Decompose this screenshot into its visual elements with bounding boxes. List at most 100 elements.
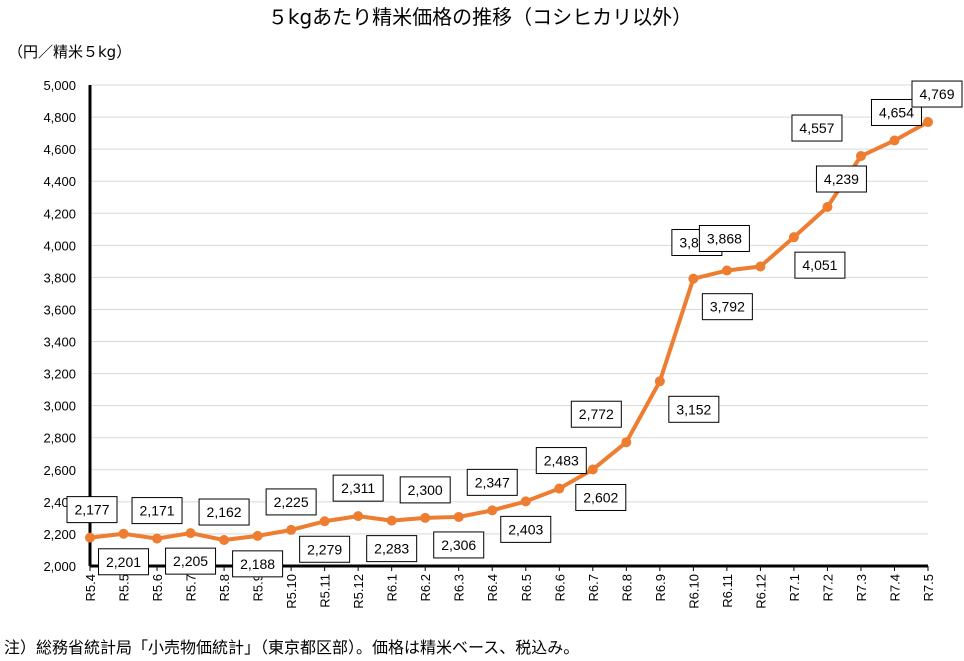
data-label: 2,205 <box>165 547 217 575</box>
y-tick-label: 3,600 <box>43 302 76 317</box>
data-label-text: 2,311 <box>341 480 375 496</box>
data-label-text: 2,602 <box>583 489 618 505</box>
data-label: 2,403 <box>500 515 552 543</box>
data-label-box <box>399 476 451 504</box>
data-label-text: 4,557 <box>799 120 834 136</box>
data-point <box>185 528 196 539</box>
data-label-box <box>535 447 587 475</box>
data-labels: 2,177 2,201 2,171 2,205 2,162 2,188 2,225 2,279… <box>66 80 963 578</box>
data-label-box <box>701 293 753 321</box>
y-tick-label: 2,600 <box>43 463 76 478</box>
data-label-text: 3,152 <box>676 401 711 417</box>
x-tick-label: R6.11 <box>720 574 735 608</box>
data-point <box>654 376 665 387</box>
data-label-text: 2,201 <box>106 554 141 570</box>
y-axis-label: （円／精米５kg） <box>8 43 131 61</box>
y-tick-label: 4,400 <box>43 174 76 189</box>
x-tick-label: R7.5 <box>921 574 936 601</box>
y-tick-label: 2,800 <box>43 431 76 446</box>
data-label: 2,171 <box>131 497 183 525</box>
data-label-text: 2,205 <box>173 553 208 569</box>
data-label-box <box>198 498 250 526</box>
data-label: 2,177 <box>66 496 118 524</box>
data-label-text: 2,483 <box>544 453 579 469</box>
data-point <box>822 202 833 213</box>
data-point <box>554 483 565 494</box>
data-point <box>252 530 263 541</box>
y-tick-label: 5,000 <box>43 78 76 93</box>
data-point <box>855 151 866 162</box>
data-point <box>923 117 933 128</box>
data-label-box <box>570 400 622 428</box>
y-tick-label: 3,000 <box>43 399 76 414</box>
data-label-text: 3,868 <box>707 230 742 246</box>
x-tick-label: R6.9 <box>653 574 668 601</box>
data-point <box>286 524 297 535</box>
x-tick-label: R5.8 <box>217 574 232 601</box>
y-tick-label: 4,200 <box>43 206 76 221</box>
data-label: 2,201 <box>98 548 150 576</box>
data-label: 2,225 <box>265 488 317 516</box>
data-label-box <box>366 535 418 563</box>
data-label-text: 2,177 <box>74 502 109 518</box>
data-label: 3,152 <box>668 395 720 423</box>
data-label: 2,772 <box>570 400 622 428</box>
chart-title: ５kgあたり精米価格の推移（コシヒカリ以外） <box>268 5 692 29</box>
y-tick-label: 3,200 <box>43 367 76 382</box>
data-points <box>85 117 933 546</box>
data-label-box <box>131 497 183 525</box>
x-tick-label: R6.8 <box>619 574 634 601</box>
data-label: 2,188 <box>232 550 284 578</box>
data-label: 4,239 <box>815 165 867 193</box>
x-tick-label: R7.3 <box>854 574 869 601</box>
data-label-text: 2,283 <box>374 541 409 557</box>
data-label-box <box>299 535 351 563</box>
data-point <box>152 533 163 544</box>
data-point <box>721 265 732 276</box>
x-tick-label: R6.6 <box>552 574 567 601</box>
footnote: 注）総務省統計局「小売物価統計」（東京都区部）。価格は精米ベース、税込み。 <box>4 638 580 657</box>
data-label-box <box>98 548 150 576</box>
data-label-box <box>794 251 846 279</box>
data-label: 4,557 <box>791 114 843 142</box>
x-tick-label: R5.6 <box>150 574 165 601</box>
series-line <box>89 120 929 543</box>
x-tick-label: R6.12 <box>753 574 768 609</box>
y-tick-label: 4,000 <box>43 238 76 253</box>
y-tick-label: 3,400 <box>43 335 76 350</box>
x-tick-label: R6.10 <box>686 574 701 609</box>
data-point <box>85 532 95 543</box>
data-label-text: 2,772 <box>579 406 614 422</box>
data-label-text: 2,306 <box>441 537 476 553</box>
data-label-text: 2,171 <box>140 503 175 519</box>
data-point <box>688 273 699 284</box>
data-label-box <box>911 80 963 108</box>
data-label-text: 2,162 <box>207 504 242 520</box>
data-point <box>319 516 330 527</box>
data-label-box <box>66 496 118 524</box>
y-tick-label: 4,600 <box>43 142 76 157</box>
data-point <box>755 261 766 272</box>
data-label-box <box>165 547 217 575</box>
data-label: 2,347 <box>466 468 518 496</box>
x-tick-label: R6.3 <box>452 574 467 601</box>
data-label: 3,792 <box>701 293 753 321</box>
x-axis-ticks: R5.4 R5.5 R5.6 R5.7 R5.8 R5.9 R5.10 R5.11 R5.12 R… <box>83 566 936 609</box>
data-label: 4,654 <box>870 98 922 126</box>
y-tick-label: 4,800 <box>43 110 76 125</box>
data-label-text: 3,792 <box>710 299 745 315</box>
x-tick-label: R6.5 <box>519 574 534 601</box>
data-label: 4,769 <box>911 80 963 108</box>
data-label-box <box>332 474 384 502</box>
data-label-box <box>575 483 627 511</box>
data-label-box <box>433 531 485 559</box>
y-tick-label: 2,200 <box>43 527 76 542</box>
data-point <box>353 511 364 522</box>
x-tick-label: R7.2 <box>820 574 835 601</box>
data-label: 2,283 <box>366 535 418 563</box>
data-label-text: 4,654 <box>879 104 914 120</box>
x-tick-label: R7.4 <box>887 574 902 601</box>
data-point <box>487 505 498 516</box>
data-label-text: 2,225 <box>274 494 309 510</box>
data-label: 2,300 <box>399 476 451 504</box>
